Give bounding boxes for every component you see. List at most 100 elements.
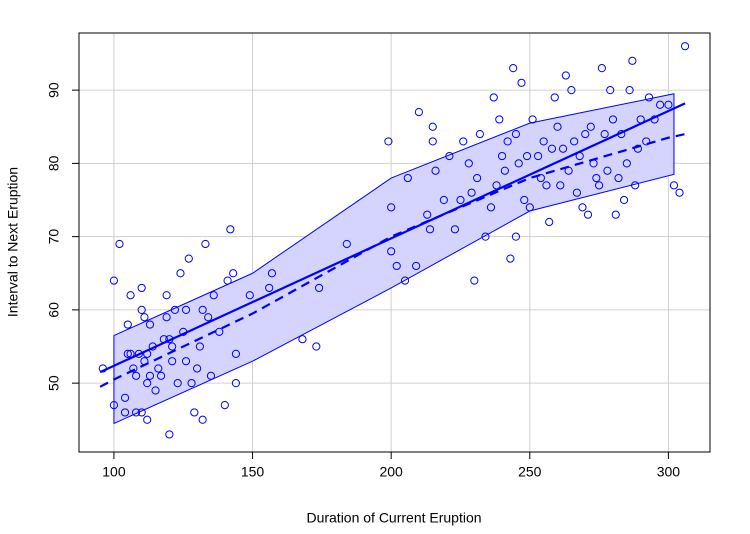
data-point	[625, 86, 634, 95]
y-tick-label: 70	[46, 229, 62, 245]
data-point	[467, 188, 476, 197]
y-tick-label: 60	[46, 302, 62, 318]
data-point	[547, 144, 557, 153]
data-point	[170, 305, 180, 314]
data-point	[486, 203, 496, 212]
data-point	[614, 173, 623, 183]
data-point	[553, 122, 562, 131]
data-point	[534, 151, 543, 161]
data-point	[675, 188, 684, 197]
y-axis-label: Interval to Next Eruption	[5, 167, 21, 317]
data-point	[520, 195, 529, 205]
data-point	[151, 386, 160, 395]
data-point	[229, 269, 238, 278]
data-point	[312, 342, 321, 351]
data-point	[145, 371, 155, 380]
data-point	[143, 379, 152, 388]
data-point	[572, 188, 582, 197]
data-point	[387, 203, 396, 212]
data-point	[642, 137, 651, 146]
data-point	[403, 173, 412, 183]
data-point	[539, 137, 548, 146]
data-point	[123, 349, 132, 358]
data-point	[581, 129, 590, 139]
data-point	[628, 56, 637, 65]
data-point	[195, 342, 204, 351]
data-point	[206, 371, 216, 380]
data-point	[231, 349, 241, 358]
data-point	[137, 305, 146, 314]
x-tick-label: 100	[102, 464, 126, 480]
data-point	[583, 210, 593, 219]
data-point	[423, 210, 432, 219]
data-point	[528, 115, 537, 124]
data-point	[506, 254, 515, 263]
data-point	[392, 261, 401, 271]
data-point	[500, 166, 509, 175]
data-point	[489, 93, 498, 102]
plot-frame	[78, 32, 711, 453]
data-point	[226, 225, 235, 234]
data-point	[176, 269, 185, 278]
data-point	[115, 239, 124, 249]
data-point	[619, 195, 629, 205]
data-point	[109, 276, 119, 285]
data-point	[459, 137, 468, 146]
y-tick-label: 90	[46, 82, 62, 98]
data-point	[536, 173, 545, 183]
data-point	[545, 217, 554, 227]
data-point	[384, 137, 393, 146]
data-point	[143, 415, 152, 424]
data-point	[267, 269, 277, 278]
data-point	[550, 93, 559, 102]
data-point	[644, 93, 654, 102]
data-point	[578, 203, 587, 212]
data-point	[664, 100, 673, 109]
data-point	[220, 401, 229, 410]
data-point	[120, 393, 130, 402]
data-point	[611, 210, 620, 219]
y-tick-label: 80	[46, 155, 62, 171]
data-point	[425, 225, 435, 234]
data-point	[497, 151, 507, 161]
data-point	[517, 78, 526, 87]
data-point	[184, 254, 193, 263]
data-point	[567, 86, 576, 95]
data-point	[198, 305, 207, 314]
data-point	[120, 408, 130, 417]
data-point	[525, 203, 534, 212]
data-point	[168, 357, 177, 366]
data-point	[412, 261, 421, 271]
data-point	[342, 239, 351, 249]
data-point	[595, 181, 604, 190]
data-point	[156, 371, 166, 380]
data-point	[542, 181, 551, 190]
data-point	[154, 364, 163, 373]
data-point	[514, 159, 523, 168]
data-point	[431, 166, 440, 175]
data-point	[137, 283, 146, 293]
data-point	[132, 371, 141, 380]
data-point	[586, 122, 595, 131]
data-point	[428, 122, 437, 131]
data-point	[558, 144, 568, 153]
data-point	[439, 195, 448, 205]
data-point	[522, 151, 532, 161]
data-point	[503, 137, 512, 146]
data-point	[231, 379, 241, 388]
data-point	[456, 195, 465, 205]
data-point	[495, 115, 504, 124]
x-tick-label: 300	[657, 464, 681, 480]
x-tick-label: 200	[379, 464, 403, 480]
data-point	[193, 364, 202, 373]
data-point	[473, 173, 482, 183]
data-point	[162, 313, 171, 322]
data-point	[592, 173, 601, 183]
data-point	[561, 71, 570, 80]
data-point	[109, 401, 119, 410]
data-point	[450, 225, 460, 234]
data-point	[140, 313, 149, 322]
data-point	[622, 159, 631, 168]
